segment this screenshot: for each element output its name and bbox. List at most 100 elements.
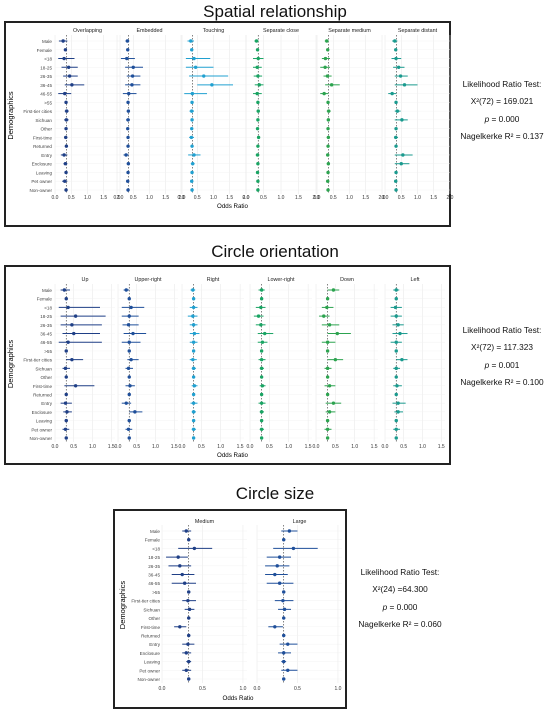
odds-point: [187, 659, 191, 664]
category-label: <18: [44, 57, 52, 62]
odds-point: [325, 427, 330, 431]
category-label: 36-45: [40, 332, 52, 337]
odds-point: [394, 288, 398, 292]
tick-label: 0.5: [133, 444, 140, 450]
tick-label: 1.5: [237, 444, 244, 450]
odds-point: [126, 170, 130, 175]
odds-point: [64, 100, 68, 105]
panel-header: Separate close: [263, 28, 299, 34]
odds-point: [282, 616, 286, 620]
odds-point: [259, 375, 264, 379]
odds-point: [255, 126, 260, 131]
odds-point: [62, 153, 66, 157]
panel-separate-medium: Separate medium 0.0 0.5 1.0 1.5 2.0: [314, 28, 386, 201]
lrt-r2: Nagelkerke R² = 0.137: [460, 130, 544, 141]
odds-point: [277, 555, 282, 559]
odds-point: [400, 357, 404, 362]
tick-label: 2.0: [179, 195, 186, 201]
tick-label: 1.0: [89, 444, 96, 450]
odds-point: [126, 366, 131, 371]
odds-point: [260, 340, 265, 344]
tick-label: 0.0: [243, 195, 250, 201]
category-label: Pet owner: [31, 179, 52, 184]
odds-point: [127, 340, 131, 344]
odds-point: [130, 83, 134, 87]
odds-point: [66, 65, 71, 69]
odds-point: [395, 109, 400, 113]
tick-label: 0.5: [332, 444, 339, 450]
lrt-p-value: = 0.001: [491, 359, 520, 370]
odds-point: [282, 607, 287, 612]
tick-label: 0.5: [199, 686, 206, 692]
odds-point: [393, 39, 397, 43]
tick-label: 1.0: [419, 444, 426, 450]
tick-label: 0.0: [382, 195, 389, 201]
odds-point: [393, 305, 398, 310]
category-label: Entry: [149, 642, 160, 647]
odds-point: [282, 590, 286, 594]
odds-point: [273, 625, 277, 629]
tick-label: 0.0: [52, 195, 59, 201]
tick-label: 0.5: [194, 195, 201, 201]
tick-label: 0.0: [52, 444, 59, 450]
tick-label: 0.5: [130, 195, 137, 201]
odds-point: [396, 410, 400, 414]
odds-point: [126, 48, 130, 52]
odds-point: [133, 410, 137, 414]
category-label: Non-owner: [30, 436, 53, 441]
odds-point: [191, 305, 196, 310]
spatial-title: Spatial relationship: [203, 2, 347, 21]
category-label: Female: [37, 297, 53, 302]
odds-point: [66, 340, 70, 344]
odds-point: [191, 436, 196, 440]
category-label: Other: [41, 375, 53, 380]
odds-point: [394, 436, 398, 440]
tick-label: 0.0: [178, 195, 185, 201]
odds-point: [176, 555, 180, 559]
odds-point: [286, 668, 290, 672]
category-label: Entry: [41, 401, 52, 406]
category-label: Leaving: [36, 170, 53, 175]
odds-point: [390, 91, 394, 96]
tick-label: 2.0: [447, 195, 454, 201]
category-label: First-tier cities: [23, 109, 52, 114]
panel-right: Right 0.0 0.5 1.0 1.5: [179, 277, 244, 450]
odds-point: [402, 83, 407, 87]
odds-point: [326, 170, 330, 175]
odds-point: [184, 529, 188, 533]
odds-point: [187, 633, 191, 638]
panel-header: Down: [340, 277, 354, 283]
tick-label: 0.0: [247, 444, 254, 450]
odds-point: [394, 375, 398, 379]
odds-point: [399, 162, 403, 166]
odds-point: [127, 375, 131, 379]
tick-label: 0.5: [330, 195, 337, 201]
odds-point: [62, 288, 67, 292]
odds-point: [322, 314, 326, 318]
odds-point: [394, 427, 398, 431]
odds-point: [63, 48, 68, 52]
category-label: 26-35: [148, 564, 160, 569]
odds-point: [124, 153, 128, 157]
tick-label: 1.5: [371, 444, 378, 450]
odds-point: [394, 418, 398, 423]
odds-point: [256, 162, 260, 166]
odds-point: [394, 179, 398, 183]
odds-point: [126, 100, 130, 105]
category-label: First-time: [33, 135, 53, 140]
panel-left: Left 0.0 0.5 1.0 1.5: [382, 277, 445, 450]
odds-point: [190, 109, 194, 113]
odds-point: [190, 91, 195, 96]
category-label: Female: [37, 48, 53, 53]
odds-point: [187, 538, 191, 542]
category-label: 36-45: [148, 573, 160, 578]
lrt-label: Likelihood Ratio Test:: [462, 79, 542, 89]
odds-point: [127, 297, 131, 301]
odds-point: [127, 436, 131, 440]
lrt-p: p = 0.000: [484, 113, 520, 124]
tick-label: 1.5: [295, 195, 302, 201]
panel-header: Lower-right: [268, 277, 295, 283]
odds-point: [64, 297, 68, 301]
odds-point: [190, 100, 194, 105]
